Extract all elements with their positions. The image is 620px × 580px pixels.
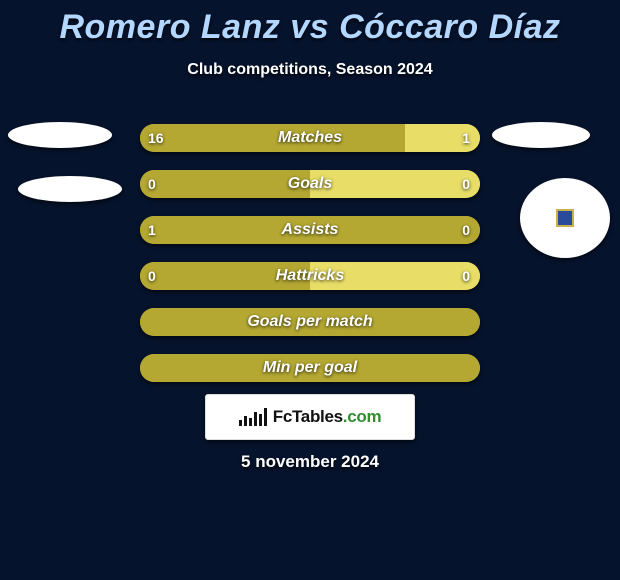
club-badge xyxy=(520,178,610,258)
logo-text-green: .com xyxy=(343,407,381,426)
stat-row: Hattricks0 0 xyxy=(0,256,620,302)
page-title: Romero Lanz vs Cóccaro Díaz xyxy=(0,0,620,47)
footer-date: 5 november 2024 xyxy=(0,452,620,472)
stat-value-right: 1 xyxy=(462,124,470,152)
stat-bar-track: Goals per match xyxy=(140,308,480,336)
player-ellipse xyxy=(492,122,590,148)
stat-label: Goals xyxy=(140,170,480,198)
player-ellipse xyxy=(8,122,112,148)
stat-label: Goals per match xyxy=(140,308,480,336)
logo-text-black: FcTables xyxy=(273,407,343,426)
stat-bar-track: Matches xyxy=(140,124,480,152)
stat-row: Min per goal xyxy=(0,348,620,394)
stat-value-right: 0 xyxy=(462,170,470,198)
stat-label: Assists xyxy=(140,216,480,244)
source-logo-badge: FcTables.com xyxy=(205,394,415,440)
player-ellipse xyxy=(18,176,122,202)
stat-bar-track: Goals xyxy=(140,170,480,198)
stat-value-left: 16 xyxy=(148,124,164,152)
stat-label: Hattricks xyxy=(140,262,480,290)
subtitle: Club competitions, Season 2024 xyxy=(0,61,620,79)
stat-value-right: 0 xyxy=(462,262,470,290)
stat-label: Matches xyxy=(140,124,480,152)
stat-bar-track: Hattricks xyxy=(140,262,480,290)
logo-bars-icon xyxy=(239,408,267,426)
stats-container: Matches161Goals00Assists10Hattricks00Goa… xyxy=(0,118,620,394)
stat-row: Goals per match xyxy=(0,302,620,348)
club-crest-icon xyxy=(556,209,574,227)
stat-label: Min per goal xyxy=(140,354,480,382)
stat-bar-track: Min per goal xyxy=(140,354,480,382)
logo-text: FcTables.com xyxy=(273,407,382,427)
stat-value-right: 0 xyxy=(462,216,470,244)
stat-value-left: 0 xyxy=(148,262,156,290)
stat-value-left: 1 xyxy=(148,216,156,244)
stat-bar-track: Assists xyxy=(140,216,480,244)
stat-value-left: 0 xyxy=(148,170,156,198)
